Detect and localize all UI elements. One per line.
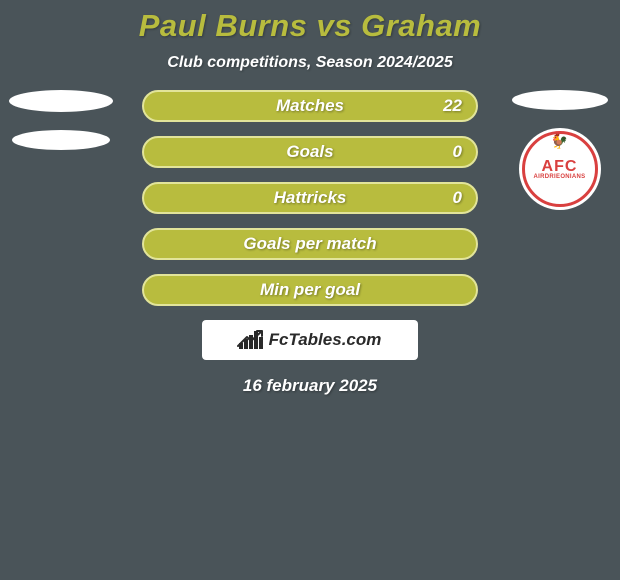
stat-right-value: 0 [453, 188, 462, 208]
right-player-icons: 🐓 AFC AIRDRIEONIANS [507, 90, 612, 210]
club-badge-airdrieonians: 🐓 AFC AIRDRIEONIANS [519, 128, 601, 210]
bar-chart-icon [239, 331, 263, 349]
player-placeholder-icon [512, 90, 608, 110]
stat-row: Min per goal [142, 274, 478, 306]
stat-rows: Matches 22 Goals 0 Hattricks 0 Goals per match… [142, 90, 478, 306]
fctables-logo: FcTables.com [202, 320, 418, 360]
logo-text: FcTables.com [269, 330, 382, 350]
stat-row: Goals 0 [142, 136, 478, 168]
club-badge-subtext: AIRDRIEONIANS [534, 174, 586, 180]
stat-row: Goals per match [142, 228, 478, 260]
stat-label: Goals per match [243, 234, 376, 254]
left-player-icons [8, 90, 113, 164]
player-placeholder-icon [9, 90, 113, 112]
stat-right-value: 22 [443, 96, 462, 116]
comparison-subtitle: Club competitions, Season 2024/2025 [0, 54, 620, 72]
stat-right-value: 0 [453, 142, 462, 162]
stat-row: Matches 22 [142, 90, 478, 122]
stats-area: 🐓 AFC AIRDRIEONIANS Matches22Goals0Hattr… [0, 90, 620, 396]
stat-row: Hattricks 0 [142, 182, 478, 214]
stat-label: Matches [276, 96, 344, 116]
player-placeholder-icon [12, 130, 110, 150]
stat-label: Goals [286, 142, 333, 162]
comparison-title: Paul Burns vs Graham [0, 0, 620, 44]
date-label: 16 february 2025 [0, 376, 620, 396]
stat-label: Hattricks [274, 188, 347, 208]
rooster-icon: 🐓 [551, 134, 568, 148]
stat-label: Min per goal [260, 280, 360, 300]
